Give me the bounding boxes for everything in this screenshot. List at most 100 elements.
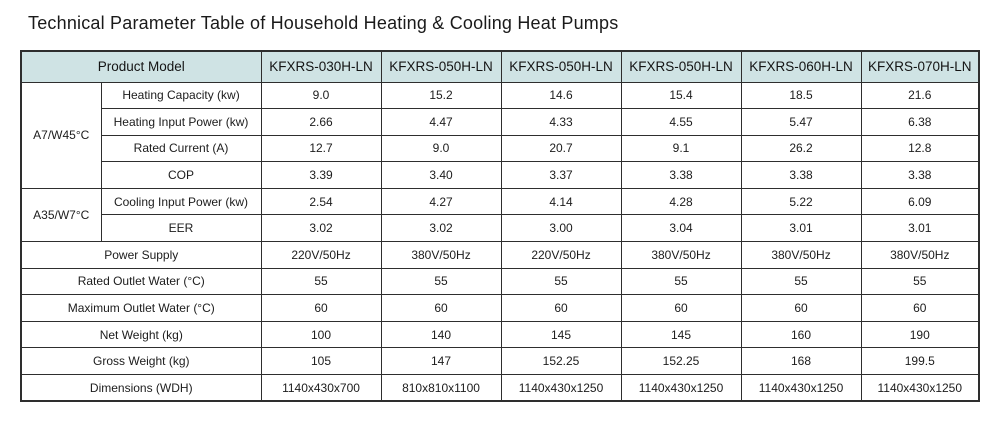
value-cell: 168 bbox=[740, 347, 862, 376]
value-cell: 380V/50Hz bbox=[860, 241, 980, 269]
value-cell: 12.7 bbox=[260, 134, 382, 163]
value-cell: 2.54 bbox=[260, 187, 382, 216]
model-header-2: KFXRS-050H-LN bbox=[380, 50, 502, 83]
value-cell: 152.25 bbox=[500, 347, 622, 376]
table-row: COP 3.39 3.40 3.37 3.38 3.38 3.38 bbox=[21, 161, 980, 189]
value-cell: 60 bbox=[380, 294, 502, 322]
table-row: Rated Outlet Water (°C) 55 55 55 55 55 5… bbox=[20, 267, 980, 296]
value-cell: 3.39 bbox=[260, 161, 382, 189]
value-cell: 55 bbox=[380, 267, 502, 296]
value-cell: 3.40 bbox=[380, 161, 502, 189]
value-cell: 60 bbox=[500, 294, 622, 322]
param-label: EER bbox=[100, 214, 262, 243]
value-cell: 18.5 bbox=[740, 81, 862, 110]
param-label: Cooling Input Power (kw) bbox=[100, 187, 262, 216]
model-header-6: KFXRS-070H-LN bbox=[860, 50, 980, 83]
param-label: Heating Capacity (kw) bbox=[100, 81, 262, 110]
value-cell: 6.09 bbox=[860, 187, 980, 216]
value-cell: 9.1 bbox=[620, 134, 742, 163]
value-cell: 14.6 bbox=[500, 81, 622, 110]
value-cell: 5.47 bbox=[740, 108, 862, 136]
param-label: Rated Current (A) bbox=[100, 134, 262, 163]
value-cell: 55 bbox=[260, 267, 382, 296]
value-cell: 3.01 bbox=[740, 214, 862, 243]
product-model-header: Product Model bbox=[20, 50, 262, 83]
value-cell: 3.02 bbox=[260, 214, 382, 243]
value-cell: 100 bbox=[260, 320, 382, 349]
table-row: EER 3.02 3.02 3.00 3.04 3.01 3.01 bbox=[21, 214, 980, 243]
value-cell: 1140x430x1250 bbox=[740, 374, 862, 402]
table-row: A7/W45°C Heating Capacity (kw) 9.0 15.2 … bbox=[20, 81, 980, 189]
table-row: Power Supply 220V/50Hz 380V/50Hz 220V/50… bbox=[20, 241, 980, 269]
value-cell: 4.27 bbox=[380, 187, 502, 216]
value-cell: 26.2 bbox=[740, 134, 862, 163]
value-cell: 9.0 bbox=[260, 81, 382, 110]
model-header-1: KFXRS-030H-LN bbox=[260, 50, 382, 83]
table-row: Heating Input Power (kw) 2.66 4.47 4.33 … bbox=[21, 108, 980, 136]
value-cell: 3.01 bbox=[860, 214, 980, 243]
value-cell: 21.6 bbox=[860, 81, 980, 110]
value-cell: 1140x430x1250 bbox=[620, 374, 742, 402]
value-cell: 55 bbox=[860, 267, 980, 296]
header-row: Product Model KFXRS-030H-LN KFXRS-050H-L… bbox=[20, 50, 980, 83]
value-cell: 810x810x1100 bbox=[380, 374, 502, 402]
value-cell: 4.28 bbox=[620, 187, 742, 216]
value-cell: 380V/50Hz bbox=[620, 241, 742, 269]
value-cell: 145 bbox=[500, 320, 622, 349]
value-cell: 6.38 bbox=[860, 108, 980, 136]
param-label: Maximum Outlet Water (°C) bbox=[20, 294, 262, 322]
parameter-table: Product Model KFXRS-030H-LN KFXRS-050H-L… bbox=[20, 50, 981, 403]
value-cell: 1140x430x700 bbox=[260, 374, 382, 402]
page-title: Technical Parameter Table of Household H… bbox=[28, 13, 619, 33]
value-cell: 199.5 bbox=[860, 347, 980, 376]
value-cell: 220V/50Hz bbox=[260, 241, 382, 269]
table-row: A35/W7°C Cooling Input Power (kw) 2.54 4… bbox=[20, 187, 980, 243]
value-cell: 15.4 bbox=[620, 81, 742, 110]
table-row: Maximum Outlet Water (°C) 60 60 60 60 60… bbox=[20, 294, 980, 322]
value-cell: 4.55 bbox=[620, 108, 742, 136]
value-cell: 9.0 bbox=[380, 134, 502, 163]
param-label: Dimensions (WDH) bbox=[20, 374, 262, 402]
value-cell: 3.37 bbox=[500, 161, 622, 189]
value-cell: 12.8 bbox=[860, 134, 980, 163]
value-cell: 140 bbox=[380, 320, 502, 349]
value-cell: 15.2 bbox=[380, 81, 502, 110]
value-cell: 3.00 bbox=[500, 214, 622, 243]
value-cell: 1140x430x1250 bbox=[860, 374, 980, 402]
condition-group-a7w45: A7/W45°C bbox=[20, 81, 102, 189]
value-cell: 2.66 bbox=[260, 108, 382, 136]
value-cell: 3.38 bbox=[620, 161, 742, 189]
value-cell: 1140x430x1250 bbox=[500, 374, 622, 402]
value-cell: 4.47 bbox=[380, 108, 502, 136]
value-cell: 60 bbox=[620, 294, 742, 322]
model-header-4: KFXRS-050H-LN bbox=[620, 50, 742, 83]
value-cell: 20.7 bbox=[500, 134, 622, 163]
value-cell: 3.02 bbox=[380, 214, 502, 243]
model-header-5: KFXRS-060H-LN bbox=[740, 50, 862, 83]
value-cell: 55 bbox=[500, 267, 622, 296]
value-cell: 190 bbox=[860, 320, 980, 349]
param-label: COP bbox=[100, 161, 262, 189]
param-label: Power Supply bbox=[20, 241, 262, 269]
param-label: Heating Input Power (kw) bbox=[100, 108, 262, 136]
value-cell: 380V/50Hz bbox=[740, 241, 862, 269]
value-cell: 3.38 bbox=[740, 161, 862, 189]
value-cell: 4.14 bbox=[500, 187, 622, 216]
value-cell: 380V/50Hz bbox=[380, 241, 502, 269]
value-cell: 55 bbox=[740, 267, 862, 296]
value-cell: 160 bbox=[740, 320, 862, 349]
table-row: Gross Weight (kg) 105 147 152.25 152.25 … bbox=[20, 347, 980, 376]
table-row: Net Weight (kg) 100 140 145 145 160 190 bbox=[20, 320, 980, 349]
table-row: Rated Current (A) 12.7 9.0 20.7 9.1 26.2… bbox=[21, 134, 980, 163]
model-header-3: KFXRS-050H-LN bbox=[500, 50, 622, 83]
table-row: Dimensions (WDH) 1140x430x700 810x810x11… bbox=[20, 374, 980, 402]
value-cell: 60 bbox=[860, 294, 980, 322]
value-cell: 105 bbox=[260, 347, 382, 376]
param-label: Net Weight (kg) bbox=[20, 320, 262, 349]
param-label: Gross Weight (kg) bbox=[20, 347, 262, 376]
value-cell: 152.25 bbox=[620, 347, 742, 376]
value-cell: 55 bbox=[620, 267, 742, 296]
value-cell: 3.04 bbox=[620, 214, 742, 243]
value-cell: 4.33 bbox=[500, 108, 622, 136]
value-cell: 60 bbox=[740, 294, 862, 322]
